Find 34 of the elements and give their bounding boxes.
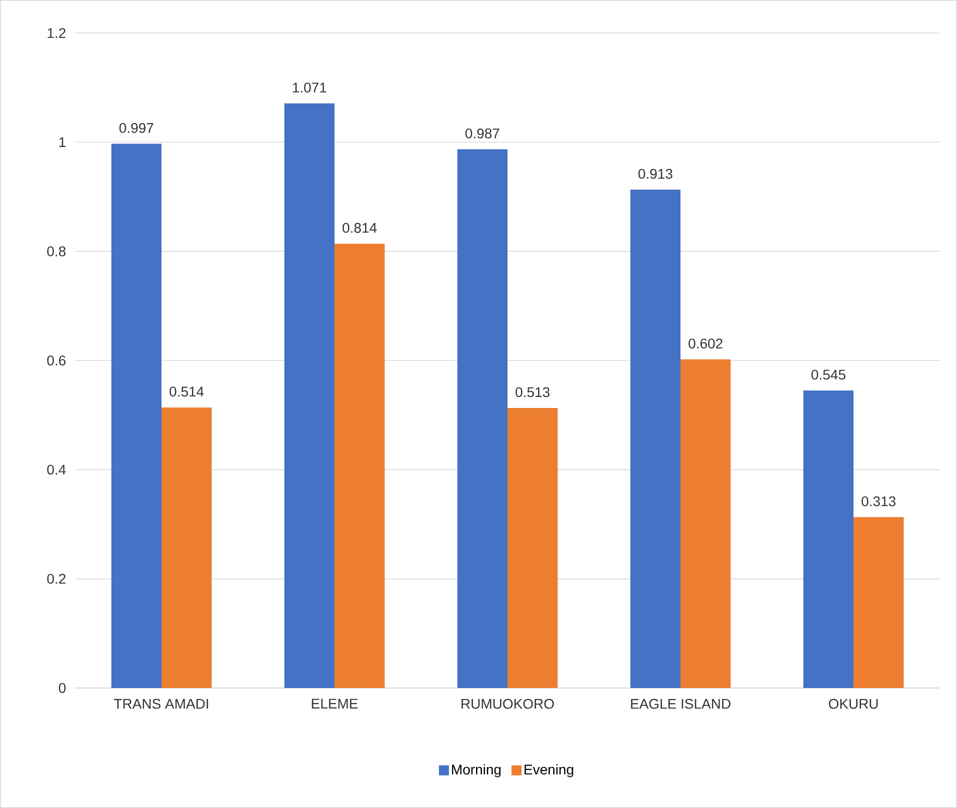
- data-label: 0.987: [465, 128, 500, 138]
- y-tick-label: 0: [58, 683, 66, 693]
- y-tick-label: 0.4: [47, 464, 66, 475]
- legend-label: Morning: [452, 764, 501, 778]
- bar: [630, 190, 681, 688]
- data-label: 1.071: [292, 82, 326, 93]
- bar: [457, 149, 508, 688]
- x-tick-label: ELEME: [312, 698, 358, 708]
- data-label: 0.814: [342, 222, 377, 233]
- bar: [111, 144, 162, 688]
- y-tick-label: 1: [59, 137, 66, 147]
- bar: [854, 517, 904, 688]
- data-label: 0.602: [688, 338, 722, 349]
- x-tick-label: EAGLE ISLAND: [631, 698, 730, 709]
- data-label: 0.313: [862, 496, 896, 506]
- legend-label: Evening: [524, 764, 574, 778]
- x-tick-label: TRANS AMADI: [114, 698, 208, 709]
- bar: [334, 244, 385, 688]
- bar: [508, 408, 558, 688]
- y-tick-label: 0.6: [47, 356, 66, 366]
- data-label: 0.997: [119, 123, 154, 133]
- y-tick-label: 1.2: [48, 28, 66, 38]
- bar: [803, 390, 854, 688]
- data-label: 0.513: [516, 387, 550, 398]
- y-tick-label: 0.2: [47, 574, 66, 584]
- x-tick-label: RUMUOKORO: [462, 698, 554, 709]
- bar: [162, 407, 212, 688]
- data-label: 0.545: [811, 370, 846, 380]
- bar: [284, 103, 335, 688]
- data-label: 0.514: [170, 386, 204, 397]
- x-tick-label: OKURU: [828, 698, 878, 709]
- y-tick-label: 0.8: [47, 246, 66, 256]
- bar: [680, 359, 731, 688]
- data-label: 0.913: [638, 168, 672, 179]
